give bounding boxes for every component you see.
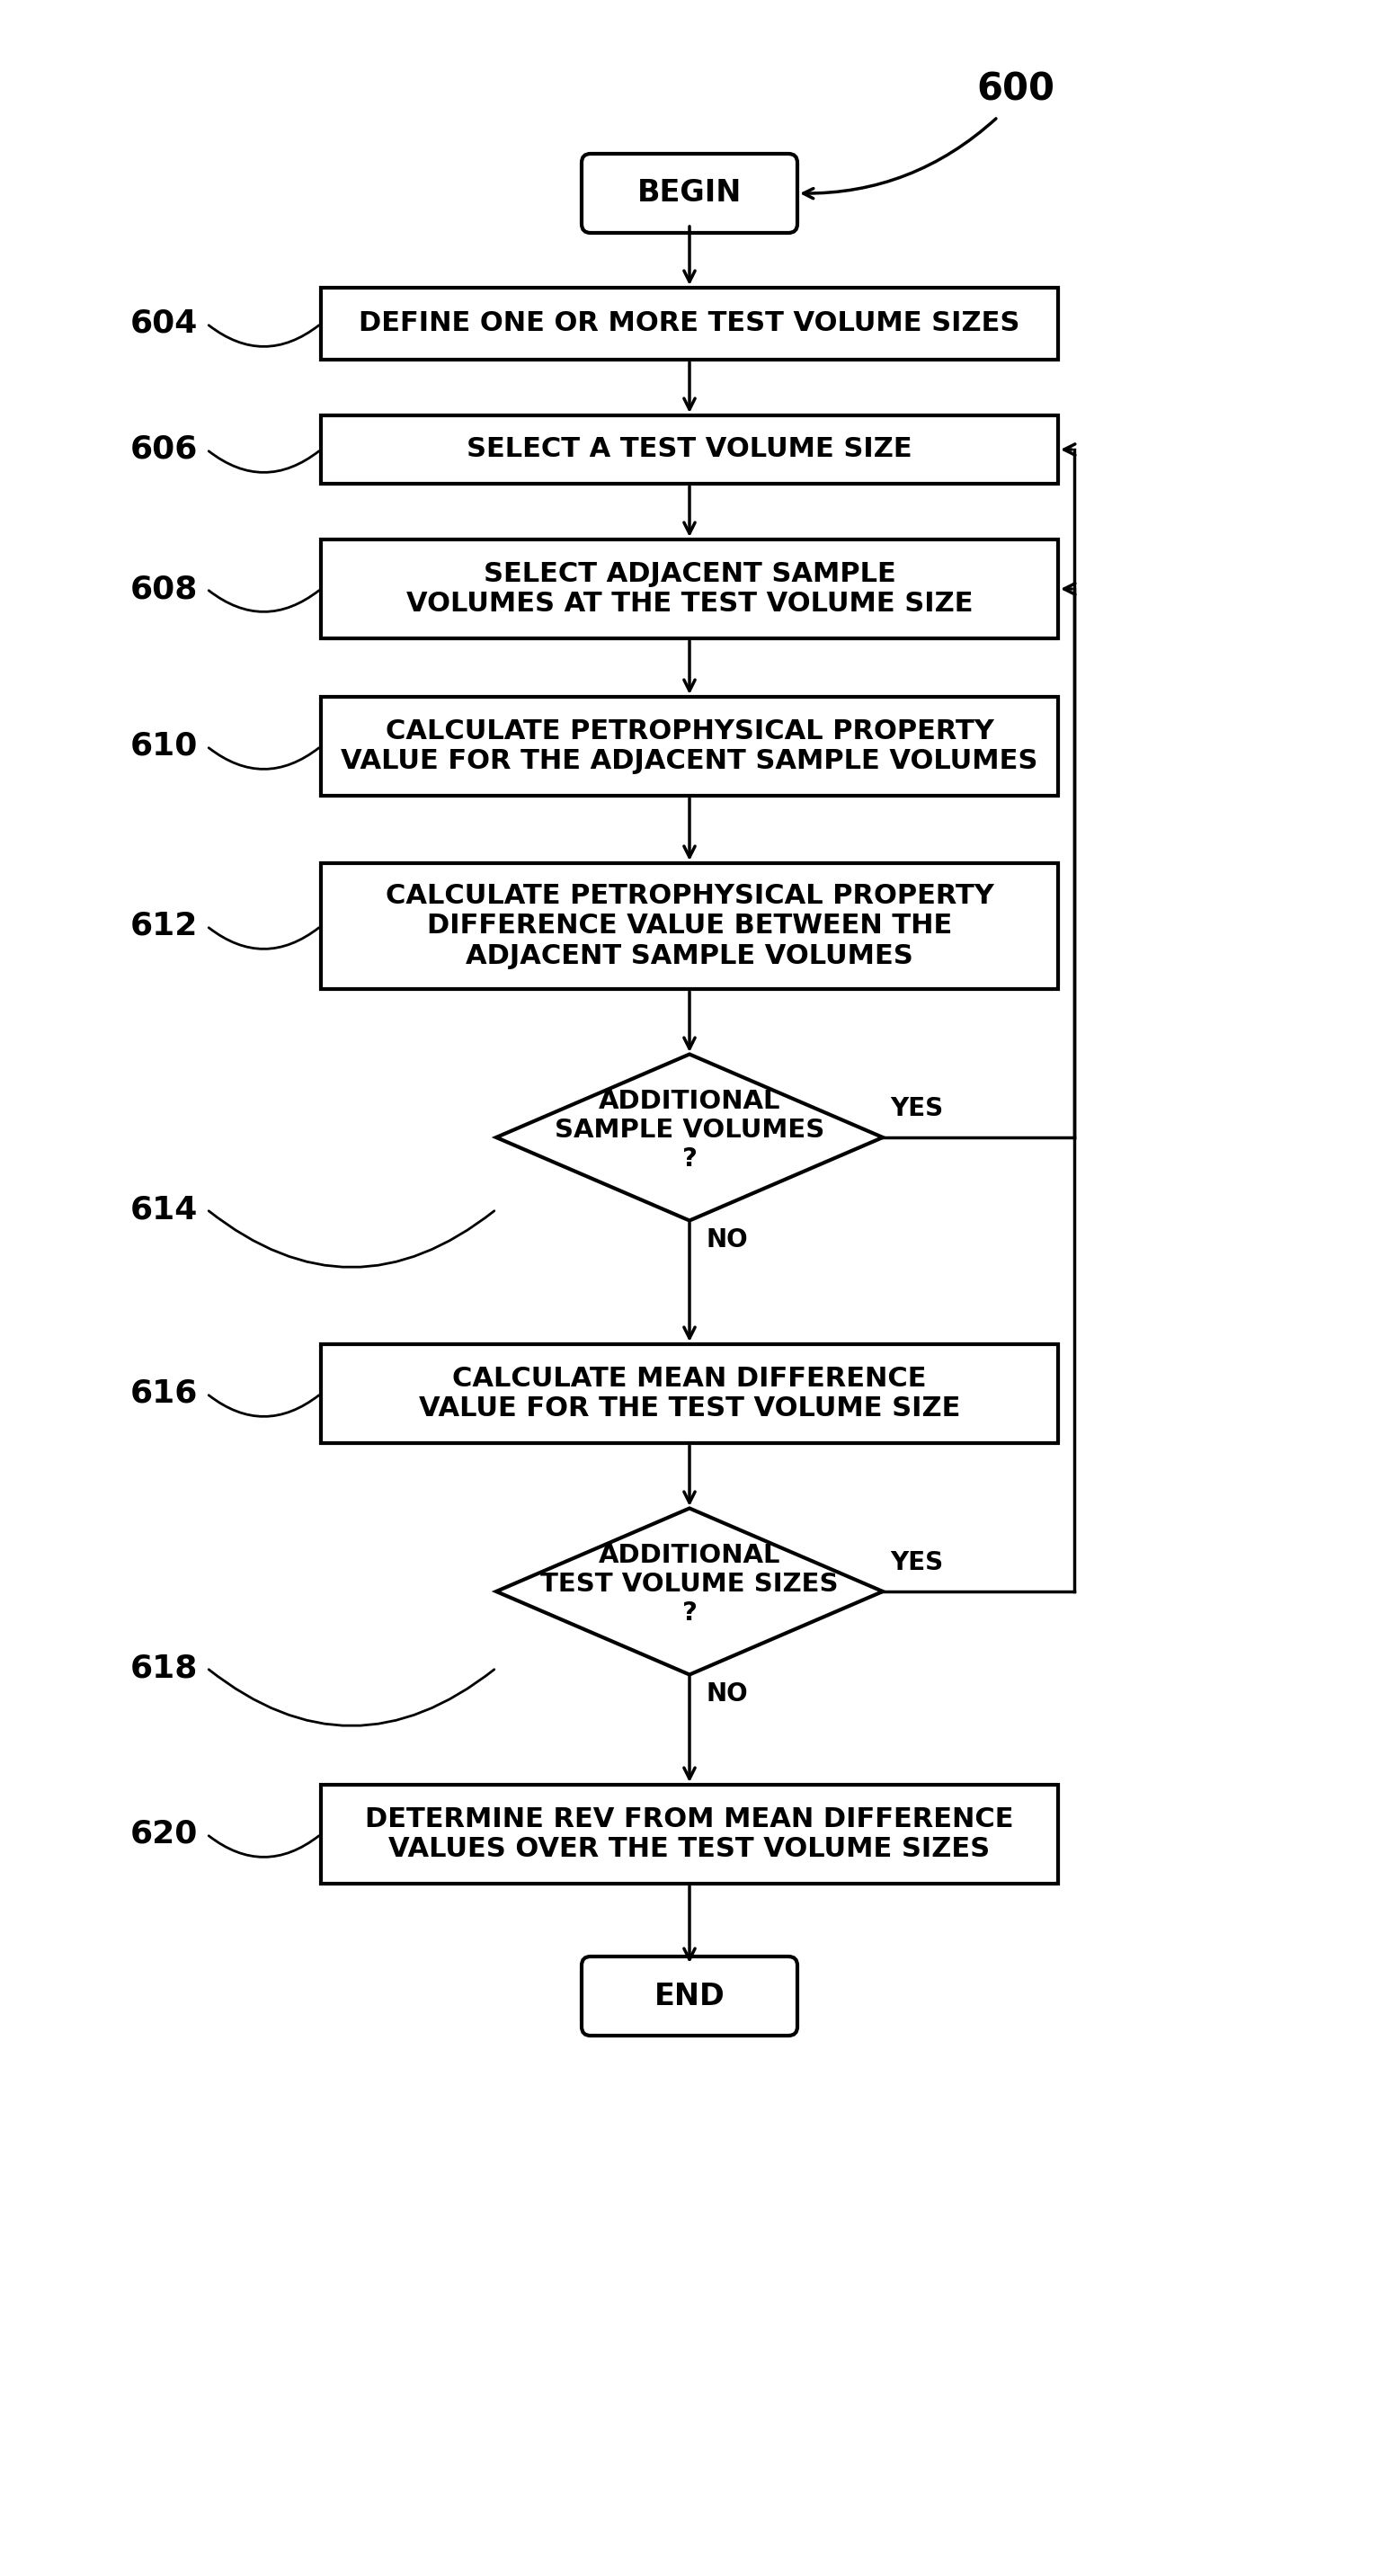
Text: END: END: [654, 1981, 725, 2012]
FancyBboxPatch shape: [582, 1958, 797, 2035]
Text: NO: NO: [706, 1682, 747, 1705]
Bar: [321, 863, 1058, 989]
Text: 604: 604: [130, 309, 197, 340]
Text: SELECT ADJACENT SAMPLE
VOLUMES AT THE TEST VOLUME SIZE: SELECT ADJACENT SAMPLE VOLUMES AT THE TE…: [405, 562, 974, 618]
Text: 600: 600: [976, 72, 1055, 108]
Text: 616: 616: [130, 1378, 197, 1409]
Text: 608: 608: [130, 574, 197, 605]
Text: ADDITIONAL
SAMPLE VOLUMES
?: ADDITIONAL SAMPLE VOLUMES ?: [554, 1090, 825, 1172]
Text: 606: 606: [130, 435, 197, 464]
FancyBboxPatch shape: [582, 155, 797, 232]
Bar: [321, 538, 1058, 639]
Text: YES: YES: [889, 1551, 943, 1577]
Text: DETERMINE REV FROM MEAN DIFFERENCE
VALUES OVER THE TEST VOLUME SIZES: DETERMINE REV FROM MEAN DIFFERENCE VALUE…: [365, 1806, 1014, 1862]
Text: CALCULATE MEAN DIFFERENCE
VALUE FOR THE TEST VOLUME SIZE: CALCULATE MEAN DIFFERENCE VALUE FOR THE …: [419, 1365, 960, 1422]
Bar: [321, 1785, 1058, 1883]
Text: SELECT A TEST VOLUME SIZE: SELECT A TEST VOLUME SIZE: [466, 435, 913, 464]
Polygon shape: [496, 1054, 883, 1221]
Text: 620: 620: [130, 1819, 197, 1850]
Text: CALCULATE PETROPHYSICAL PROPERTY
DIFFERENCE VALUE BETWEEN THE
ADJACENT SAMPLE VO: CALCULATE PETROPHYSICAL PROPERTY DIFFERE…: [385, 884, 994, 969]
Text: DEFINE ONE OR MORE TEST VOLUME SIZES: DEFINE ONE OR MORE TEST VOLUME SIZES: [359, 312, 1020, 337]
Text: ADDITIONAL
TEST VOLUME SIZES
?: ADDITIONAL TEST VOLUME SIZES ?: [541, 1543, 838, 1625]
Bar: [321, 289, 1058, 361]
Text: 614: 614: [130, 1195, 197, 1224]
Text: CALCULATE PETROPHYSICAL PROPERTY
VALUE FOR THE ADJACENT SAMPLE VOLUMES: CALCULATE PETROPHYSICAL PROPERTY VALUE F…: [341, 719, 1038, 775]
Polygon shape: [496, 1510, 883, 1674]
Text: 618: 618: [130, 1654, 197, 1682]
Text: BEGIN: BEGIN: [637, 178, 742, 209]
Bar: [321, 415, 1058, 484]
Text: 612: 612: [130, 912, 197, 940]
Bar: [321, 698, 1058, 796]
Bar: [321, 1345, 1058, 1443]
Text: NO: NO: [706, 1226, 747, 1252]
Text: 610: 610: [130, 732, 197, 762]
Text: YES: YES: [889, 1095, 943, 1121]
